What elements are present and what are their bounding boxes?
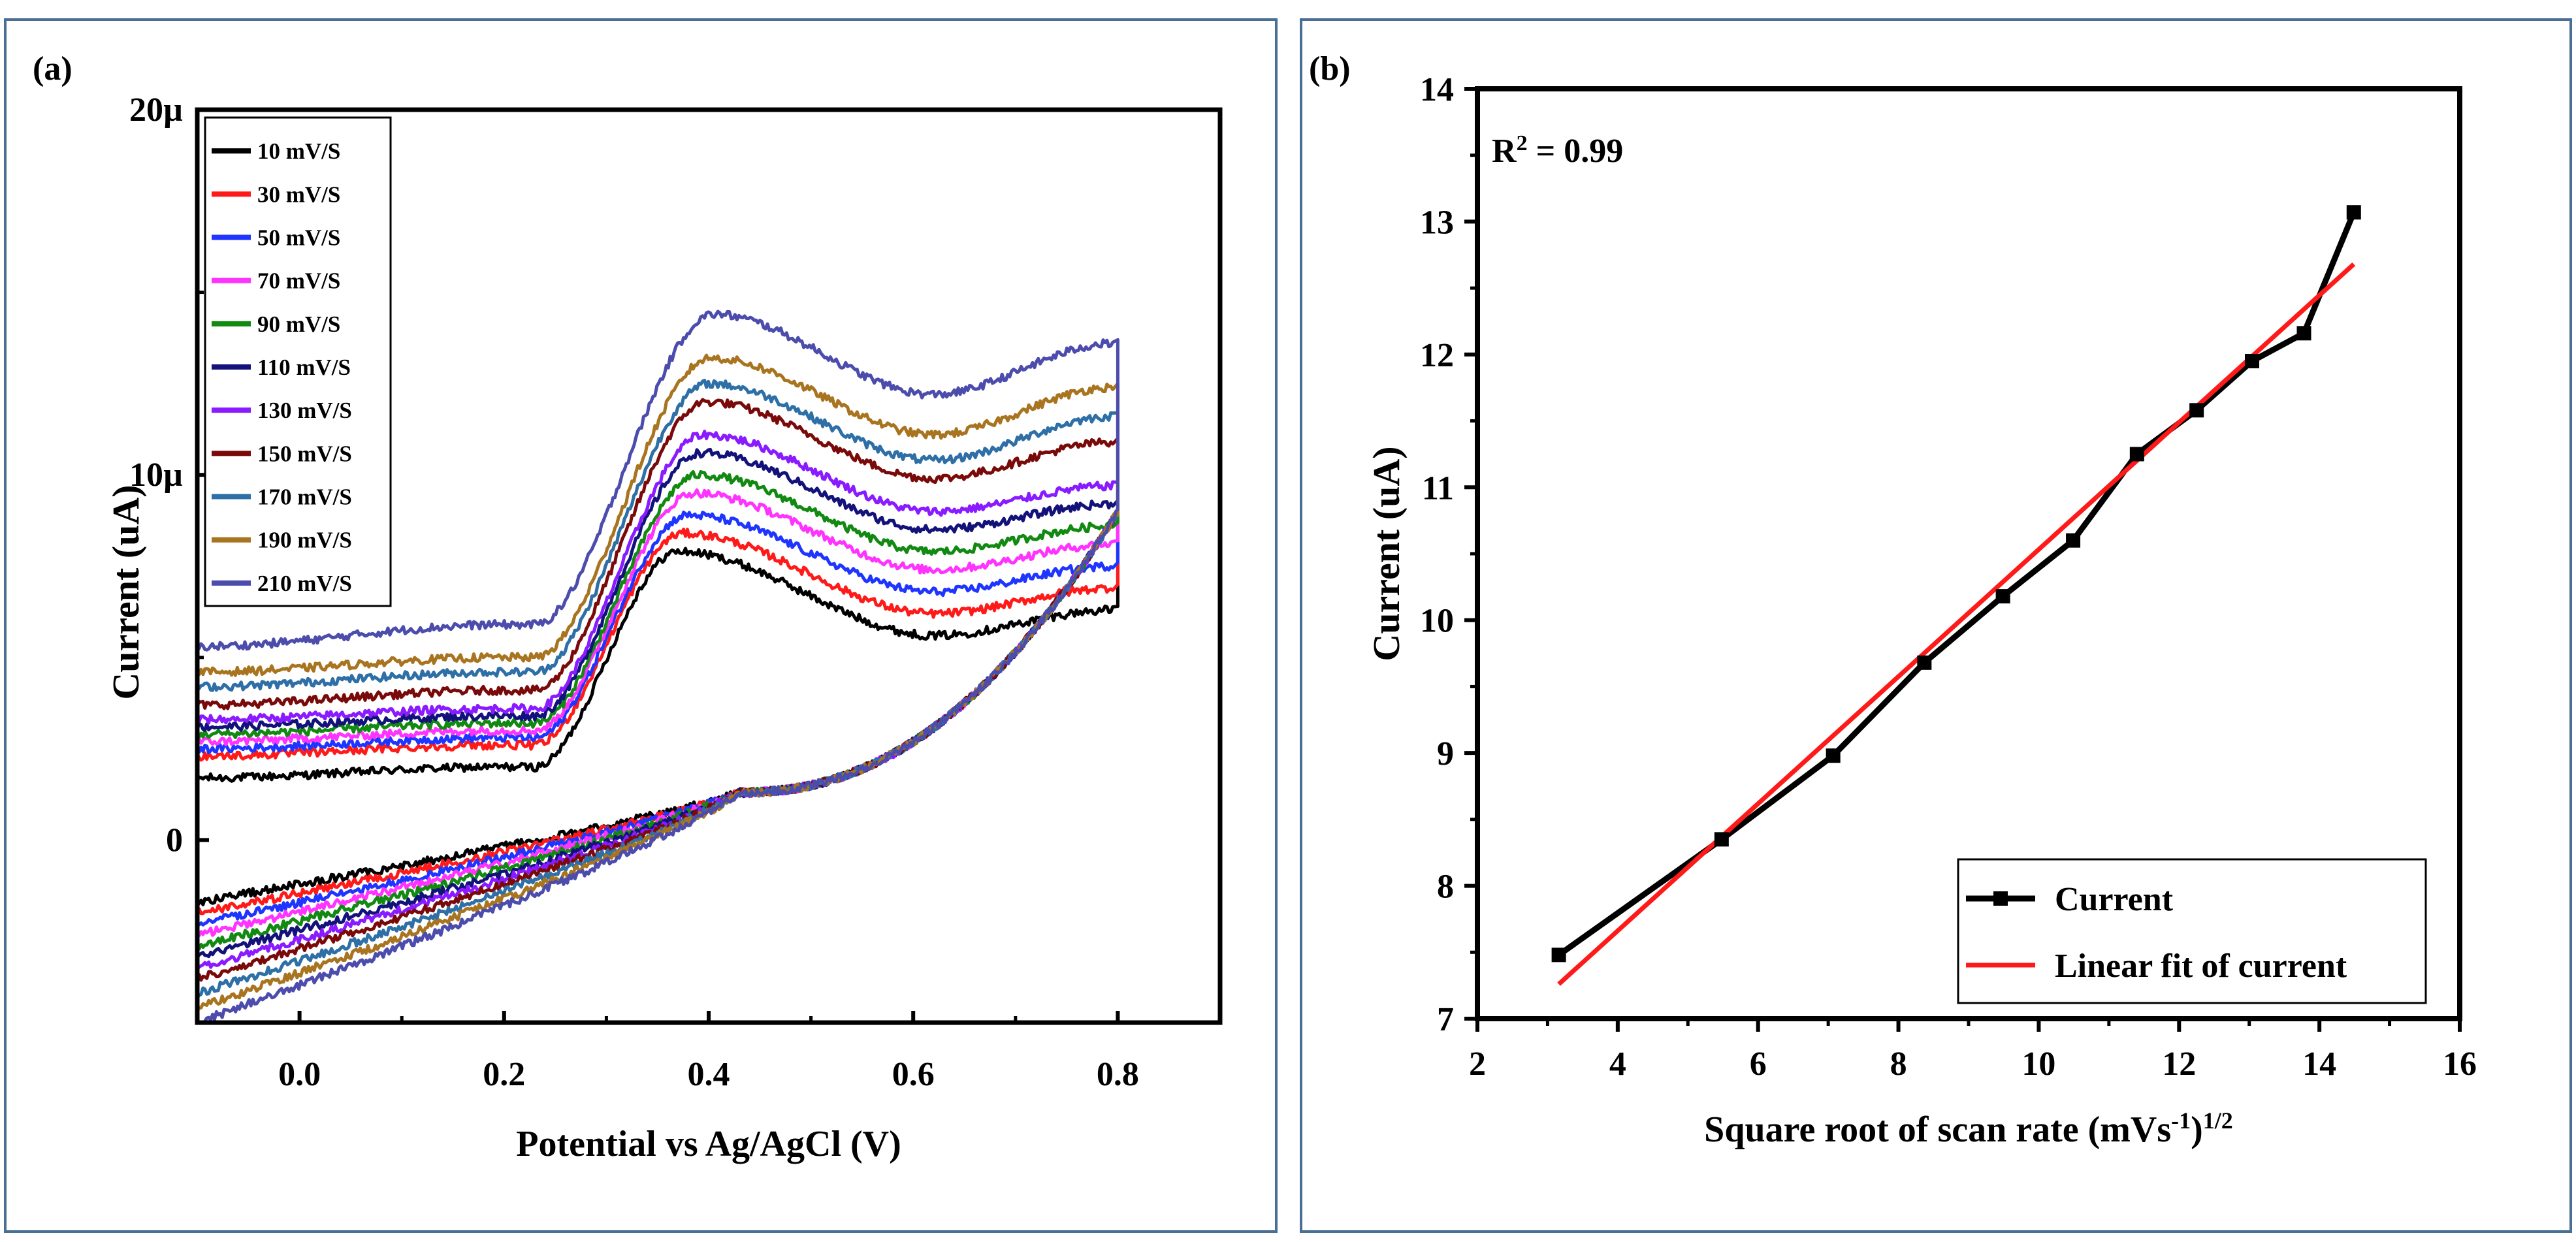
linear-fit-line [1557,262,2356,986]
current-series-line [1556,211,2357,958]
panel-a-legend-label: 110 mV/S [257,355,351,380]
cv-trace-10-mv-s [197,510,1119,907]
current-data-point [2066,533,2081,548]
current-data-point [1714,832,1729,847]
panel-a-legend-label: 50 mV/S [257,225,340,250]
panel-a-legend-label: 30 mV/S [257,182,340,207]
panel-b-x-tick-label: 12 [2162,1045,2196,1083]
panel-b-r2-sup: 2 [1517,131,1528,155]
panel-b-x-axis-label: Square root of scan rate (mVs-1)1/2 [1704,1107,2233,1150]
panel-a-legend-label: 90 mV/S [257,311,340,337]
legend-fit-label: Linear fit of current [2055,947,2347,985]
panel-a-x-tick-label: 0.2 [483,1056,525,1093]
panel-b: (b) 2 4 6 8 10 12 14 16 7 8 9 10 11 12 13 14 Square root … [1309,50,2477,1150]
panel-b-x-tick-label: 16 [2443,1045,2477,1083]
panel-b-y-tick-label: 7 [1437,1001,1454,1038]
current-data-point [2245,354,2260,369]
panel-a-legend-label: 10 mV/S [257,138,340,164]
panel-b-r2-value: = 0.99 [1528,133,1624,170]
panel-a-x-tick-label: 0.8 [1097,1056,1139,1093]
current-data-point [1995,589,2010,604]
current-data-point [2296,326,2311,341]
cv-trace-210-mv-s [197,310,1119,1023]
panel-b-y-tick-label: 9 [1437,735,1454,772]
panel-b-x-tick-label: 10 [2021,1045,2055,1083]
panel-b-x-axis-label-exponent: -1 [2171,1107,2191,1134]
current-data-point [2129,447,2144,462]
current-data-point [2346,205,2361,220]
panel-a-label: (a) [33,50,72,88]
panel-a-x-tick-label: 0.4 [688,1056,730,1093]
panel-b-y-tick-label: 10 [1420,603,1454,640]
panel-b-frame [1300,18,2572,1233]
panel-a-y-tick-label: 10µ [129,456,183,494]
panel-b-r2-annotation: R2 = 0.99 [1492,131,1623,170]
panel-b-x-tick-label: 14 [2302,1045,2336,1083]
panel-a-y-axis-label: Current (uA) [105,485,147,699]
panel-b-x-tick-label: 6 [1750,1045,1767,1083]
panel-b-y-tick-label: 14 [1420,71,1454,108]
panel-a-legend-label: 130 mV/S [257,398,352,423]
panel-a-legend-label: 70 mV/S [257,268,340,294]
cv-trace-90-mv-s [197,470,1119,951]
panel-b-y-axis-label: Current (uA) [1365,446,1408,661]
panel-a-legend-label: 210 mV/S [257,571,352,596]
panel-a-legend-label: 190 mV/S [257,528,352,553]
panel-a-y-tick-label: 0 [166,821,183,859]
current-data-point [1826,748,1841,763]
panel-b-x-axis-label-main: Square root of scan rate (mVs [1704,1109,2171,1150]
panel-b-x-tick-label: 2 [1469,1045,1486,1083]
panel-b-legend-box [1957,858,2427,1004]
legend-current-marker [1993,891,2008,906]
panel-a-x-axis-label: Potential vs Ag/AgCl (V) [516,1124,901,1164]
panel-b-x-tick-label: 4 [1609,1045,1626,1083]
legend-current-label: Current [2055,881,2174,918]
panel-a-x-tick-label: 0.6 [892,1056,935,1093]
current-data-point [1917,655,1932,670]
panel-a-legend-box [204,116,392,607]
panel-a-legend-label: 150 mV/S [257,441,352,466]
cv-trace-50-mv-s [197,510,1119,927]
panel-b-label: (b) [1309,50,1351,88]
panel-a-traces [197,310,1119,1023]
current-data-point [2189,403,2204,418]
panel-b-r2-label: R [1492,133,1517,170]
panel-a-x-tick-label: 0.0 [278,1056,321,1093]
panel-b-y-tick-label: 13 [1420,204,1454,241]
panel-b-x-axis-label-paren: ) [2191,1109,2203,1150]
panel-b-y-tick-label: 11 [1422,470,1454,507]
panel-a-y-tick-label: 20µ [129,91,183,129]
panel-b-y-tick-label: 8 [1437,868,1454,906]
panel-b-y-tick-label: 12 [1420,337,1454,374]
panel-b-x-axis-label-power: 1/2 [2203,1107,2233,1134]
current-data-point [1551,947,1566,963]
panel-a: (a) 0.0 0.2 0.4 0.6 0.8 0 10µ 20µ Potential vs Ag… [33,50,1223,1164]
panel-b-x-tick-label: 8 [1890,1045,1907,1083]
panel-a-legend-label: 170 mV/S [257,485,352,510]
